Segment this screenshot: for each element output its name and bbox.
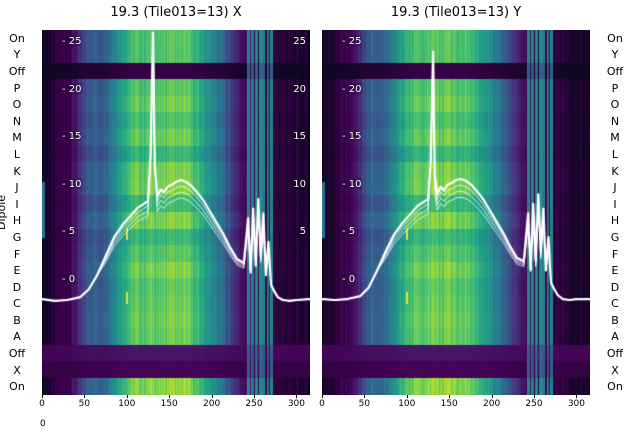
inner-tick-left: - 20	[342, 83, 362, 95]
x-tick-mark	[254, 395, 256, 398]
row-label-left: O	[12, 98, 22, 112]
row-label-left: H	[12, 214, 22, 228]
origin-label: 0	[40, 419, 46, 429]
inner-tick-left: - 10	[62, 178, 82, 190]
row-label-right: D	[610, 280, 620, 294]
x-tick-label: 50	[78, 399, 91, 409]
row-label-left: P	[13, 81, 21, 95]
row-label-right: G	[610, 230, 620, 244]
inner-tick-left: - 25	[62, 36, 82, 47]
row-label-right: E	[611, 264, 619, 278]
inner-tick-left: - 5	[62, 226, 76, 238]
row-label-left: Off	[8, 64, 26, 78]
inner-tick-right: 25	[293, 36, 306, 47]
row-label-right: A	[611, 330, 619, 344]
x-tick-label: 200	[203, 399, 221, 409]
row-label-left: X	[13, 363, 21, 377]
row-label-right: X	[611, 363, 619, 377]
heatmap-canvas-y	[322, 30, 590, 395]
row-label-left: B	[13, 313, 21, 327]
inner-tick-right: 10	[293, 178, 306, 190]
row-label-right: I	[613, 197, 617, 211]
row-labels-right: On Y Off P O N M L K J I H G F E D C B A Off X On	[600, 30, 630, 395]
inner-tick-right: 15	[293, 131, 306, 143]
row-label-right: K	[611, 164, 619, 178]
row-label-left: On	[9, 380, 25, 394]
x-tick-mark	[126, 395, 128, 398]
inner-tick-left: - 0	[342, 274, 356, 285]
x-tick-mark	[42, 395, 43, 398]
x-tick-mark	[169, 395, 171, 398]
row-label-left: I	[15, 197, 19, 211]
row-label-right: F	[611, 247, 619, 261]
row-labels-left: On Y Off P O N M L K J I H G F E D C B A Off X On	[2, 30, 32, 395]
x-tick-label: 150	[160, 399, 178, 409]
x-tick-label: 300	[287, 399, 306, 409]
row-label-left: F	[13, 247, 21, 261]
heatmap-canvas-x	[42, 30, 310, 395]
x-tick-mark	[211, 395, 213, 398]
inner-tick-right: 5	[299, 226, 306, 238]
row-label-left: M	[12, 131, 22, 145]
row-label-left: K	[13, 164, 21, 178]
x-tick-mark	[84, 395, 86, 398]
row-label-right: Y	[611, 48, 619, 62]
x-tick-mark	[449, 395, 451, 398]
x-tick-mark	[491, 395, 493, 398]
row-label-left: J	[15, 181, 19, 195]
panel-x: - 25 - 20 - 15 - 10 - 5 - 0 25 20 15 10 5 0 50 100 15…	[39, 30, 310, 409]
row-label-left: L	[13, 147, 21, 161]
x-tick-mark	[322, 395, 323, 398]
x-tick-label: 250	[245, 399, 263, 409]
row-label-right: N	[610, 114, 620, 128]
row-label-left: A	[13, 330, 21, 344]
row-label-left: D	[12, 280, 22, 294]
row-label-right: On	[607, 31, 623, 45]
row-label-left: On	[9, 31, 25, 45]
row-label-left: E	[13, 264, 21, 278]
row-label-left: Off	[8, 347, 26, 361]
row-label-right: Off	[606, 347, 624, 361]
inner-tick-left: - 0	[62, 274, 76, 285]
x-tick-label: 100	[118, 399, 136, 409]
row-label-left: G	[12, 230, 22, 244]
inner-tick-left: - 15	[342, 131, 362, 143]
x-tick-label: 50	[358, 399, 371, 409]
inner-tick-left: - 20	[62, 83, 82, 95]
x-tick-mark	[364, 395, 366, 398]
panel-title-y: 19.3 (Tile013=13) Y	[390, 5, 522, 20]
x-tick-mark	[534, 395, 536, 398]
x-tick-label: 200	[483, 399, 501, 409]
row-label-right: On	[607, 380, 623, 394]
inner-tick-right: 20	[293, 83, 306, 95]
inner-tick-left: - 25	[342, 36, 362, 47]
row-label-right: B	[611, 313, 619, 327]
x-tick-mark	[296, 395, 298, 398]
x-tick-label: 300	[567, 399, 586, 409]
row-label-left: Y	[13, 48, 21, 62]
row-label-right: M	[610, 131, 620, 145]
row-label-right: Off	[606, 64, 624, 78]
x-tick-label: 150	[440, 399, 458, 409]
x-tick-mark	[576, 395, 578, 398]
row-label-right: C	[611, 297, 619, 311]
row-label-right: L	[611, 147, 619, 161]
row-label-left: N	[12, 114, 22, 128]
panel-y: - 25 - 20 - 15 - 10 - 5 - 0 0 50 100 150 200 250 30…	[319, 30, 590, 409]
x-tick-label: 0	[319, 399, 325, 409]
row-label-right: J	[613, 181, 617, 195]
row-label-right: H	[610, 214, 620, 228]
inner-tick-left: - 5	[342, 226, 356, 238]
inner-tick-left: - 15	[62, 131, 82, 143]
x-tick-label: 100	[398, 399, 416, 409]
inner-tick-left: - 10	[342, 178, 362, 190]
row-label-right: P	[611, 81, 619, 95]
panel-title-x: 19.3 (Tile013=13) X	[110, 5, 242, 20]
x-tick-label: 0	[39, 399, 45, 409]
row-label-left: C	[13, 297, 21, 311]
row-label-right: O	[610, 98, 620, 112]
x-tick-mark	[406, 395, 408, 398]
x-tick-label: 250	[525, 399, 543, 409]
